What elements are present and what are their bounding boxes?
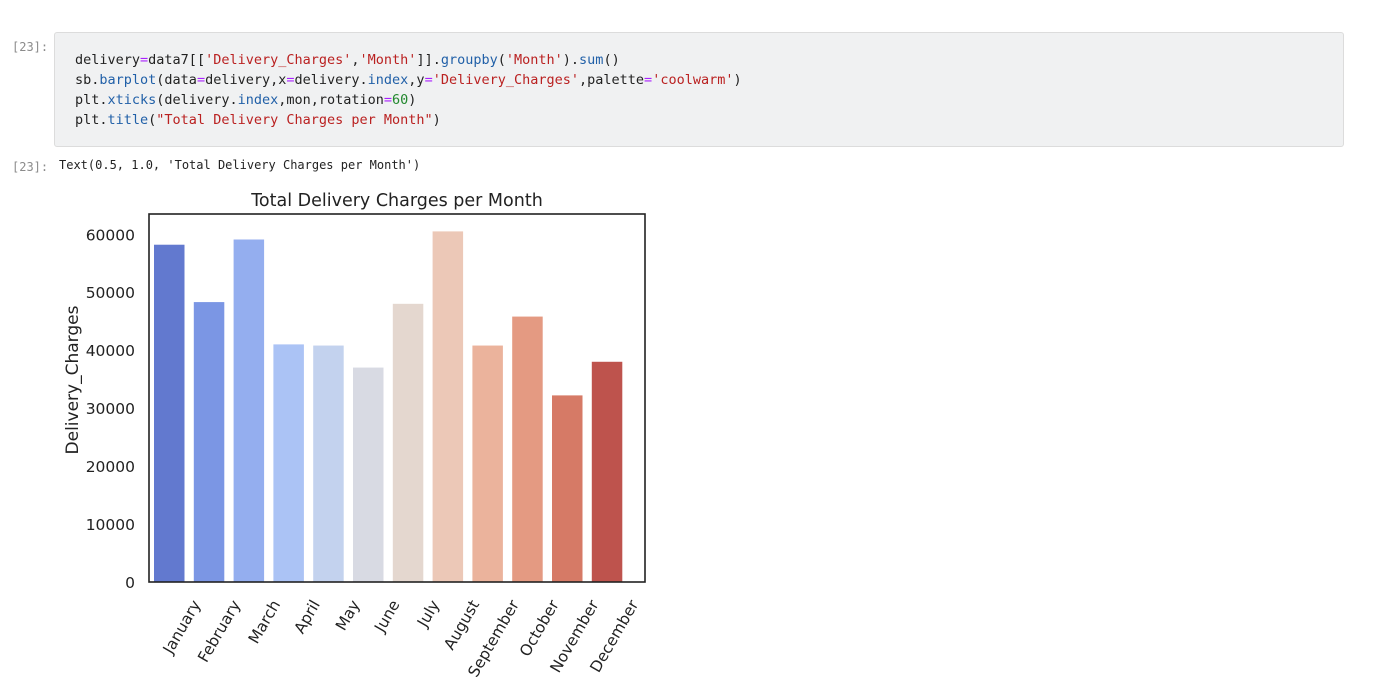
code-line-1: delivery=data7[['Delivery_Charges','Mont… (75, 52, 620, 68)
code-line-2: sb.barplot(data=delivery,x=delivery.inde… (75, 72, 742, 88)
code-line-4: plt.title("Total Delivery Charges per Mo… (75, 112, 441, 128)
bar-4 (273, 344, 304, 582)
bar-chart: Total Delivery Charges per Month Deliver… (63, 191, 646, 680)
bar-7 (392, 303, 424, 582)
code-line-3: plt.xticks(delivery.index,mon,rotation=6… (75, 92, 417, 108)
y-tick-label: 0 (125, 574, 135, 592)
y-tick-label: 60000 (86, 226, 135, 244)
output-text: Text(0.5, 1.0, 'Total Delivery Charges p… (59, 158, 421, 172)
bar-3 (233, 239, 265, 582)
chart-title: Total Delivery Charges per Month (250, 191, 543, 211)
y-axis-label: Delivery_Charges (63, 305, 83, 454)
x-tick-label: April (291, 597, 324, 637)
y-tick-label: 50000 (86, 284, 135, 302)
bar-12 (591, 361, 623, 582)
y-tick-label: 30000 (86, 400, 135, 418)
x-tick-label: June (371, 597, 404, 636)
y-tick-label: 10000 (86, 516, 135, 534)
bar-9 (472, 345, 503, 582)
plot-frame (148, 213, 646, 583)
bar-10 (512, 316, 543, 582)
bar-8 (432, 231, 464, 582)
chart-area: Total Delivery Charges per Month Deliver… (54, 182, 694, 680)
input-prompt: [23]: (12, 40, 49, 54)
x-tick-label: August (440, 597, 483, 653)
bar-1 (154, 244, 185, 582)
x-tick-label: May (332, 597, 364, 634)
x-tick-label: January (159, 597, 204, 658)
bars-group (154, 231, 623, 582)
y-tick-label: 40000 (86, 342, 135, 360)
bar-11 (552, 395, 583, 582)
x-tick-label: March (245, 597, 284, 647)
bar-5 (313, 345, 344, 582)
bar-6 (353, 367, 384, 582)
y-ticks-group: 0 10000 20000 30000 40000 50000 60000 (86, 226, 135, 592)
code-editor[interactable]: delivery=data7[['Delivery_Charges','Mont… (54, 32, 1344, 147)
bar-2 (193, 302, 225, 582)
output-prompt: [23]: (12, 160, 49, 174)
y-tick-label: 20000 (86, 458, 135, 476)
x-tick-label: July (413, 597, 443, 631)
